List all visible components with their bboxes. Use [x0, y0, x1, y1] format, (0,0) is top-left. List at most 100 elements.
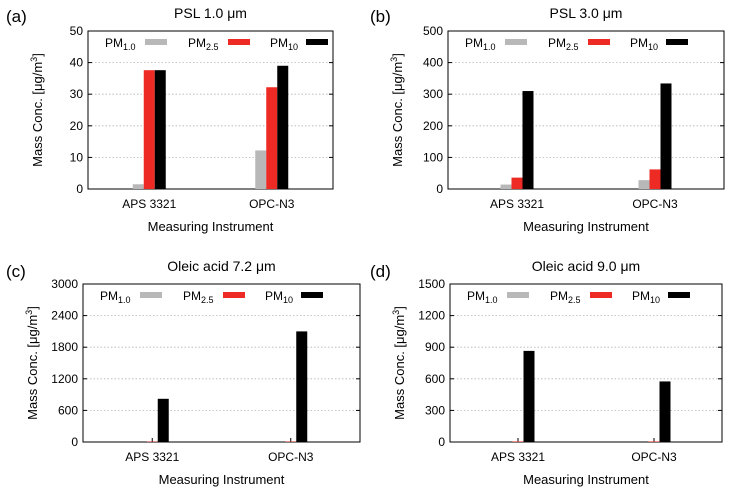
legend-swatch [306, 39, 328, 45]
legend-label-base: PM [105, 36, 123, 50]
legend-label-sub: 10 [648, 42, 658, 52]
legend-label-base: PM [188, 36, 206, 50]
legend-swatch [507, 292, 529, 298]
legend-swatch [140, 292, 162, 298]
x-axis-label: Measuring Instrument [159, 472, 285, 487]
legend-swatch [588, 39, 610, 45]
y-tick-label: 0 [71, 435, 78, 449]
legend-swatch [668, 292, 690, 298]
legend-label: PM2.5 [183, 289, 214, 305]
y-tick-label: 20 [70, 119, 84, 133]
y-tick-label: 50 [70, 24, 84, 38]
legend-swatch [145, 39, 167, 45]
y-tick-label: 0 [438, 435, 445, 449]
legend-label-base: PM [548, 36, 566, 50]
y-tick-label: 0 [436, 182, 443, 196]
y-tick-label: 600 [425, 372, 445, 386]
y-tick-label: 300 [423, 87, 443, 101]
grid-lines [448, 62, 724, 158]
legend-label: PM1.0 [467, 289, 498, 305]
legend-label-base: PM [270, 36, 288, 50]
bar-PM10-0 [522, 91, 534, 189]
y-axis-label: Mass Conc. [μg/m3] [391, 306, 407, 420]
x-tick-label: OPC-N3 [249, 197, 295, 211]
bar-PM10-1 [255, 150, 267, 189]
legend-label-base: PM [630, 36, 648, 50]
legend-label: PM1.0 [105, 36, 136, 52]
legend: PM1.0 PM2.5 PM10 [105, 36, 328, 52]
x-tick-label: OPC-N3 [632, 197, 678, 211]
panel-label: (a) [6, 7, 27, 26]
legend-swatch [228, 39, 250, 45]
x-tick-label: APS 3321 [125, 450, 179, 464]
y-tick-label: 1500 [418, 277, 445, 291]
y-axis-label-sup: 3 [391, 310, 401, 315]
y-axis-label-main: Mass Conc. [μg/m [390, 62, 405, 167]
chart-panel-0: (a) PSL 1.0 μm 0 10 20 30 40 50 Mass Conc. [μg/m… [6, 5, 334, 234]
plot-frame [447, 30, 725, 190]
bar-PM10-1 [296, 331, 308, 442]
y-axis-label-end: ] [25, 306, 40, 310]
legend-label-sub: 1.0 [118, 295, 131, 305]
legend-swatch [301, 292, 323, 298]
chart-panel-3: (d) Oleic acid 9.0 μm 0 300 600 900 1200 1500 Ma… [370, 258, 723, 487]
y-tick-label: 40 [70, 56, 84, 70]
bar-PM10-0 [500, 184, 512, 189]
bar-PM10-1 [638, 180, 650, 189]
x-tick-label: APS 3321 [122, 197, 176, 211]
bar-PM25-0 [511, 177, 523, 189]
legend-label: PM10 [630, 36, 658, 52]
bar-PM10-0 [154, 70, 166, 189]
legend-label-base: PM [100, 289, 118, 303]
y-axis-label: Mass Conc. [μg/m3] [24, 306, 40, 420]
legend-label-sub: 1.0 [123, 42, 136, 52]
legend-swatch [590, 292, 612, 298]
y-axis-label-end: ] [392, 306, 407, 310]
panel-label: (d) [370, 262, 391, 281]
x-axis-label: Measuring Instrument [523, 472, 649, 487]
x-tick-label: OPC-N3 [631, 450, 677, 464]
y-tick-label: 0 [76, 182, 83, 196]
legend-label-sub: 2.5 [206, 42, 219, 52]
legend-label-base: PM [265, 289, 283, 303]
bar-PM10-1 [659, 381, 671, 442]
legend-label: PM1.0 [100, 289, 131, 305]
legend-label-base: PM [183, 289, 201, 303]
legend: PM1.0 PM2.5 PM10 [100, 289, 323, 305]
chart-title: PSL 1.0 μm [174, 5, 247, 21]
grid-lines [83, 315, 360, 411]
legend-swatch [223, 292, 245, 298]
y-axis-label-main: Mass Conc. [μg/m [30, 62, 45, 167]
legend-label-sub: 2.5 [566, 42, 579, 52]
y-tick-label: 10 [70, 150, 84, 164]
chart-panel-1: (b) PSL 3.0 μm 0 100 200 300 400 500 Mass Conc. … [370, 5, 725, 234]
legend-label-sub: 10 [650, 295, 660, 305]
legend-label-base: PM [550, 289, 568, 303]
y-tick-label: 1200 [51, 372, 78, 386]
y-tick-label: 500 [423, 24, 443, 38]
legend-label-base: PM [632, 289, 650, 303]
panel-label: (c) [6, 262, 26, 281]
grid-lines [450, 315, 722, 411]
legend-label-sub: 10 [283, 295, 293, 305]
chart-title: Oleic acid 7.2 μm [167, 258, 275, 274]
x-tick-label: APS 3321 [490, 197, 544, 211]
y-tick-label: 300 [425, 403, 445, 417]
bar-PM25-1 [649, 169, 661, 189]
y-axis-label-main: Mass Conc. [μg/m [392, 315, 407, 420]
y-axis-label: Mass Conc. [μg/m3] [389, 53, 405, 167]
bar-PM25-0 [143, 70, 155, 189]
legend-label-sub: 1.0 [485, 295, 498, 305]
x-tick-label: OPC-N3 [268, 450, 314, 464]
legend: PM1.0 PM2.5 PM10 [465, 36, 688, 52]
y-axis-label-end: ] [390, 53, 405, 57]
bar-PM25-0 [512, 441, 524, 442]
y-tick-label: 200 [423, 119, 443, 133]
y-tick-label: 900 [425, 340, 445, 354]
legend-label: PM2.5 [548, 36, 579, 52]
y-tick-label: 2400 [51, 309, 78, 323]
y-axis-label: Mass Conc. [μg/m3] [29, 53, 45, 167]
legend-label-sub: 10 [288, 42, 298, 52]
legend-label: PM10 [632, 289, 660, 305]
bar-PM10-1 [660, 83, 672, 189]
